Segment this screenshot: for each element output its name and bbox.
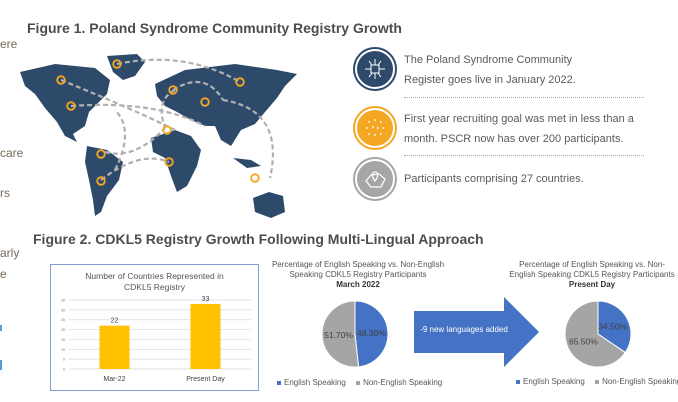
routes <box>60 58 275 181</box>
pie-chart-march-2022: 48.30% 51.70% <box>321 300 389 368</box>
world-map <box>20 54 297 218</box>
pie-slice <box>321 300 360 368</box>
pie-slice <box>564 300 626 368</box>
marker <box>164 157 174 167</box>
pie1-legend: English Speaking Non-English Speaking <box>277 378 442 387</box>
item-text: Participants comprising 27 countries. <box>404 173 584 185</box>
legend-swatch-english <box>277 380 281 385</box>
x-tick-label: Present Day <box>186 376 225 383</box>
network-icon <box>355 49 395 89</box>
marker <box>96 176 106 186</box>
marker <box>235 77 245 87</box>
greenland <box>107 54 145 80</box>
continents <box>20 54 297 218</box>
europe-asia <box>155 64 297 146</box>
data-label: 33 <box>202 296 210 303</box>
slice-label: 34.50% <box>598 321 627 331</box>
marker <box>56 75 66 85</box>
figure1-title: Figure 1. Poland Syndrome Community Regi… <box>27 20 402 36</box>
pie-chart-present-day: 34.50%65.50% <box>564 300 632 368</box>
pie2-legend: English Speaking Non-English Speaking <box>516 377 678 386</box>
marker <box>200 97 210 107</box>
marker <box>250 173 260 183</box>
marker <box>162 125 172 135</box>
x-tick-label: Mar-22 <box>103 376 125 383</box>
africa <box>151 130 201 192</box>
marker <box>168 85 178 95</box>
slice-label: 48.30% <box>357 328 386 338</box>
map-pin-icon <box>355 159 395 199</box>
australia <box>253 192 285 218</box>
bar-plot: 0 5 10 15 20 25 30 35 22 Mar-22 33 Present Day <box>61 296 251 383</box>
y-tick-label: 20 <box>61 328 65 332</box>
cutoff-text: arly <box>0 246 20 260</box>
legend-swatch-non-english <box>595 379 600 384</box>
legend-swatch-english <box>516 379 520 384</box>
cutoff-mark <box>0 360 2 370</box>
marker <box>66 101 76 111</box>
cutoff-mark <box>0 325 2 331</box>
y-tick-label: 10 <box>61 348 65 352</box>
figure2-title: Figure 2. CDKL5 Registry Growth Followin… <box>33 231 484 247</box>
pie2-title: Percentage of English Speaking vs. Non-E… <box>509 260 675 289</box>
bar <box>190 303 221 369</box>
y-tick-label: 0 <box>63 368 65 372</box>
pie-slice <box>354 300 389 368</box>
slice-label: 65.50% <box>569 337 598 347</box>
data-label: 22 <box>111 318 119 325</box>
north-america <box>20 64 110 142</box>
divider <box>404 97 644 98</box>
divider <box>404 155 644 156</box>
item-text: First year recruiting goal was met in le… <box>404 113 634 145</box>
cutoff-text: care <box>0 146 24 160</box>
location-markers <box>56 59 260 186</box>
item-text: The Poland Syndrome Community Register go… <box>404 54 576 86</box>
y-tick-label: 15 <box>61 338 65 342</box>
bar <box>99 325 130 369</box>
legend-swatch-non-english <box>356 380 361 385</box>
slice-label: 51.70% <box>324 330 353 340</box>
y-tick-label: 30 <box>61 308 65 312</box>
cutoff-text: e <box>0 267 7 281</box>
cutoff-text: ere <box>0 37 18 51</box>
indonesia <box>233 158 261 168</box>
pie-slice <box>597 300 632 354</box>
marker <box>96 149 106 159</box>
arrow-label: -9 new languages added <box>420 325 508 334</box>
bar-chart-title: Number of Countries Represented in CDKL5… <box>85 271 224 292</box>
bar-chart: Number of Countries Represented in CDKL5… <box>50 264 259 391</box>
cutoff-text: rs <box>0 186 10 200</box>
pie1-title: Percentage of English Speaking vs. Non-E… <box>271 260 445 289</box>
y-tick-label: 5 <box>63 358 65 362</box>
arrow-shape <box>414 297 539 367</box>
crowd-icon <box>355 108 395 148</box>
y-tick-label: 35 <box>61 299 65 303</box>
marker <box>112 59 122 69</box>
y-tick-label: 25 <box>61 318 65 322</box>
